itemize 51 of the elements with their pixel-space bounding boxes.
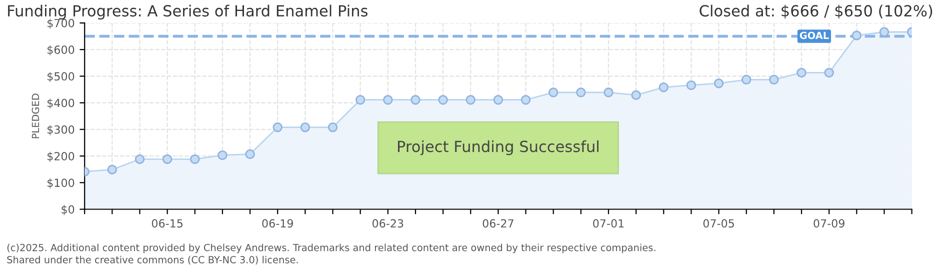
point — [604, 88, 614, 98]
text: (c)2025. Additional content provided by Chelsey Andrews. Trademarks and related content are owned by their respective companies. — [7, 244, 656, 254]
text: Shared under the creative commons (CC BY-NC 3.0) license. — [7, 256, 298, 265]
point — [520, 95, 531, 105]
point — [218, 150, 228, 160]
point — [272, 122, 282, 132]
point — [328, 122, 338, 132]
point — [686, 80, 696, 90]
point — [852, 30, 862, 40]
x-tick-label: 06-23 — [372, 219, 404, 228]
y-tick-label: $700 — [48, 18, 74, 29]
x-tick-label: 06-27 — [482, 219, 514, 228]
point — [134, 154, 145, 164]
chart-title: Funding Progress: A Series of Hard Enamel Pins — [8, 4, 368, 20]
point — [824, 68, 834, 78]
y-tick-label: $500 — [48, 72, 74, 82]
y-tick-label: $200 — [48, 152, 74, 162]
point — [576, 88, 586, 98]
point — [631, 90, 641, 100]
chart-subtitle: Closed at: $666 / $650 (102%) — [700, 4, 932, 19]
point — [355, 95, 366, 105]
point — [769, 74, 779, 84]
ref-line-label: GOAL — [800, 32, 829, 40]
point — [879, 27, 890, 37]
point — [438, 95, 448, 105]
point — [107, 164, 118, 174]
y-tick-label: $600 — [48, 45, 74, 56]
point — [658, 82, 668, 92]
point — [162, 154, 172, 164]
point — [714, 78, 724, 88]
point — [300, 122, 310, 132]
x-tick-label: 07-01 — [593, 219, 624, 228]
y-tick-label: $400 — [48, 98, 74, 109]
point — [466, 95, 476, 105]
x-tick-label: 07-05 — [703, 219, 734, 228]
y-tick-label: $0 — [62, 205, 74, 216]
point — [410, 95, 420, 105]
point — [742, 74, 752, 84]
y-tick-label: $100 — [48, 178, 74, 188]
point — [796, 68, 806, 78]
y-axis-title: PLEDGED — [32, 94, 40, 138]
point — [190, 154, 200, 164]
annotation: Project Funding Successful — [398, 140, 598, 156]
x-tick-label: 07-09 — [814, 219, 844, 228]
point — [245, 149, 255, 160]
point — [548, 88, 558, 98]
y-tick-label: $300 — [48, 125, 74, 136]
x-tick-label: 06-15 — [152, 219, 182, 228]
x-tick-label: 06-19 — [262, 219, 293, 228]
point — [493, 95, 504, 105]
point — [383, 95, 393, 105]
